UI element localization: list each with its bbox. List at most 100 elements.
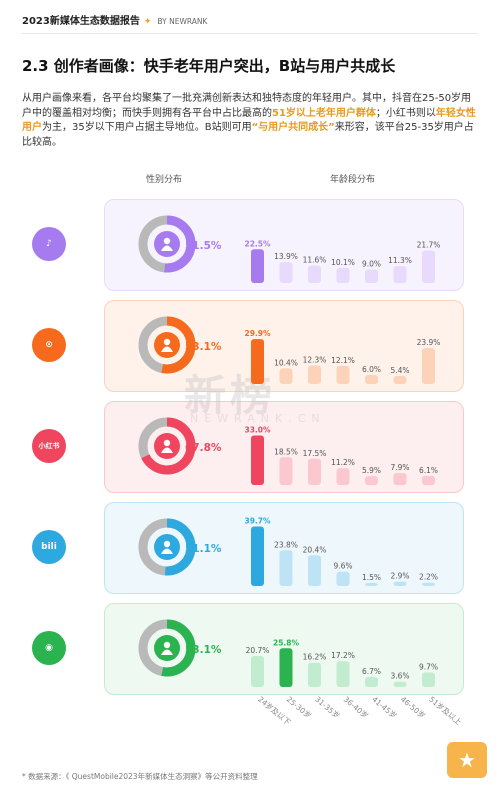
age-bar xyxy=(279,262,293,283)
star-icon[interactable]: ★ xyxy=(447,742,487,778)
age-category-label: 51岁及以上 xyxy=(427,694,464,727)
age-bar xyxy=(365,269,378,283)
section-title: 2.3 创作者画像：快手老年用户突出，B站与用户共成长 xyxy=(22,57,396,75)
person-icon xyxy=(163,338,171,346)
age-bar xyxy=(422,582,435,586)
gender-header: 性别分布 xyxy=(146,175,183,185)
age-bar xyxy=(393,375,407,384)
watermark-text: NEWRANK.CN xyxy=(190,412,326,425)
age-bar xyxy=(308,265,321,283)
age-bar xyxy=(393,266,407,283)
donut-female-arc xyxy=(138,619,196,677)
bar-value-label: 6.7% xyxy=(362,667,381,676)
age-bar xyxy=(279,648,293,687)
age-bar xyxy=(308,662,321,687)
person-icon xyxy=(161,346,173,352)
bar-value-label: 21.7% xyxy=(417,240,441,249)
age-bar xyxy=(336,468,350,485)
age-bar xyxy=(393,681,407,687)
bar-value-label: 39.7% xyxy=(244,516,271,525)
age-category-label: 46-50岁 xyxy=(399,694,428,720)
age-bar xyxy=(279,457,293,485)
bar-value-label: 20.7% xyxy=(246,646,270,655)
age-bar xyxy=(393,473,407,485)
age-bar xyxy=(336,365,350,384)
age-bar xyxy=(251,249,264,283)
donut-female-arc xyxy=(138,215,196,273)
body-text: 来形容，该平台25-35岁用户占比较高。 xyxy=(22,122,474,148)
age-bar xyxy=(279,368,293,384)
bar-value-label: 5.4% xyxy=(390,366,409,375)
highlight-text: “与用户共同成长” xyxy=(251,122,335,133)
body-text: ；小红书则以 xyxy=(375,107,436,119)
person-icon xyxy=(163,439,171,447)
age-bar xyxy=(422,672,435,687)
bar-value-label: 2.2% xyxy=(419,573,438,582)
brand-byline: BY NEWRANK xyxy=(157,17,208,26)
age-bar xyxy=(336,571,350,586)
bar-value-label: 11.6% xyxy=(303,256,327,265)
bar-value-label: 12.1% xyxy=(331,356,355,365)
age-category-label: 41-45岁 xyxy=(370,694,399,720)
bar-value-label: 11.2% xyxy=(331,458,355,467)
douyin-logo: ♪ xyxy=(32,227,66,261)
bar-value-label: 11.3% xyxy=(388,256,412,265)
section-paragraph: 从用户画像来看，各平台均聚集了一批充满创新表达和独特态度的年轻用户。其中，抖音在… xyxy=(22,92,478,150)
bar-value-label: 16.2% xyxy=(303,653,327,662)
age-bar xyxy=(365,375,378,384)
age-bar xyxy=(251,526,264,586)
bar-value-label: 25.8% xyxy=(273,638,300,647)
bar-value-label: 2.9% xyxy=(390,572,409,581)
age-bar xyxy=(308,365,321,384)
bar-value-label: 10.1% xyxy=(331,258,355,267)
age-bar xyxy=(251,435,264,485)
highlight-text: 51岁以上老年用户群体 xyxy=(272,107,376,119)
person-icon xyxy=(161,447,173,453)
age-bar xyxy=(308,555,321,586)
age-bar xyxy=(279,550,293,586)
bar-value-label: 22.5% xyxy=(244,239,271,248)
bar-value-label: 17.5% xyxy=(303,449,327,458)
female-share-label: 67.8% xyxy=(185,442,222,454)
age-bar xyxy=(308,458,321,485)
bar-value-label: 9.6% xyxy=(333,562,352,571)
person-icon xyxy=(161,649,173,655)
person-icon xyxy=(161,548,173,554)
bar-value-label: 18.5% xyxy=(274,447,298,456)
bar-value-label: 3.6% xyxy=(390,672,409,681)
age-bar xyxy=(365,476,378,485)
age-category-label: 31-35岁 xyxy=(313,694,342,720)
person-icon xyxy=(163,641,171,649)
donut-female-arc xyxy=(138,316,196,374)
age-bar xyxy=(365,676,378,687)
bar-value-label: 29.9% xyxy=(244,329,271,338)
bar-value-label: 20.4% xyxy=(303,545,327,554)
female-share-label: 51.5% xyxy=(185,240,222,252)
bar-value-label: 13.9% xyxy=(274,252,298,261)
bar-value-label: 6.1% xyxy=(419,466,438,475)
age-bar xyxy=(422,475,435,485)
age-bar xyxy=(336,661,350,687)
donut-female-arc xyxy=(138,417,196,475)
bar-value-label: 1.5% xyxy=(362,573,381,582)
person-icon xyxy=(163,540,171,548)
bar-value-label: 23.8% xyxy=(274,540,298,549)
bilibili-logo: bili xyxy=(32,530,66,564)
bar-value-label: 10.4% xyxy=(274,358,298,367)
age-header: 年龄段分布 xyxy=(330,175,376,185)
age-bar xyxy=(365,583,378,586)
bar-value-label: 5.9% xyxy=(362,466,381,475)
body-text: 为主，35岁以下用户占据主导地位。B站则可用 xyxy=(42,122,252,133)
kuaishou-logo: ⊙ xyxy=(32,328,66,362)
female-share-label: 53.1% xyxy=(185,644,222,656)
body-text: 从用户画像来看，各平台均聚集了一批充满创新表达和独特态度的年轻用户。其中，抖音在… xyxy=(22,93,472,119)
age-bar xyxy=(422,250,435,283)
age-bar xyxy=(336,267,350,283)
highlight-text: 年轻女性用户 xyxy=(22,107,476,134)
bar-value-label: 12.3% xyxy=(303,356,327,365)
bar-value-label: 6.0% xyxy=(362,365,381,374)
bar-value-label: 33.0% xyxy=(244,426,271,435)
data-source: * 数据来源：《 QuestMobile2023年新媒体生态洞察》等公开资料整理 xyxy=(22,772,258,781)
person-icon xyxy=(163,237,171,245)
